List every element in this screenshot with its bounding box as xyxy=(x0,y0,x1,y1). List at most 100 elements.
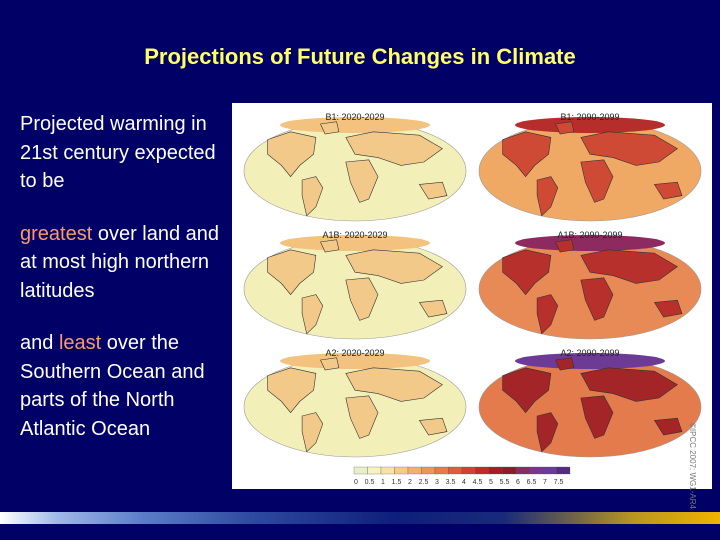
colorbar-swatch xyxy=(515,466,530,475)
map-land xyxy=(418,299,448,318)
map-land xyxy=(653,181,683,200)
colorbar-swatch xyxy=(461,466,476,475)
colorbar-swatch xyxy=(529,466,544,475)
colorbar-swatch xyxy=(475,466,490,475)
map-arctic xyxy=(280,235,430,251)
colorbar-tick: 7.5 xyxy=(554,479,564,486)
map-land xyxy=(320,121,340,135)
climate-projection-figure: B1: 2020-2029 B1: 2090-2099 A1B: 2020-2029… xyxy=(232,103,712,509)
colorbar-tick: 7 xyxy=(543,479,547,486)
highlight-least: least xyxy=(58,332,102,354)
panel-label: B1: 2020-2029 xyxy=(325,112,384,122)
highlight-greatest: greatest xyxy=(20,222,93,245)
colorbar-swatch xyxy=(394,466,409,475)
colorbar-swatch xyxy=(407,466,422,475)
map-land xyxy=(536,176,559,217)
map-arctic xyxy=(515,235,665,251)
map-panel: B1: 2020-2029 xyxy=(243,112,467,222)
colorbar-tick: 1 xyxy=(381,479,385,486)
map-land xyxy=(580,395,614,439)
map-arctic xyxy=(515,117,665,133)
colorbar-tick: 4.5 xyxy=(473,479,483,486)
map-land xyxy=(345,249,443,284)
map-land xyxy=(502,367,552,414)
bullet-1: Projected warming in 21st century expect… xyxy=(20,113,216,192)
bullet-2: greatest over land and at most high nort… xyxy=(20,220,235,306)
colorbar-swatch xyxy=(502,466,517,475)
copyright-text: ©IPCC 2007: WG1-AR4 xyxy=(688,423,697,509)
panel-label: A1B: 2020-2029 xyxy=(322,230,387,240)
map-land xyxy=(301,176,324,217)
map-land xyxy=(555,121,575,135)
map-land xyxy=(580,367,678,402)
bullet-3: and least over the Southern Ocean and pa… xyxy=(20,329,235,443)
colorbar-swatch xyxy=(353,466,368,475)
colorbar-tick: 0.5 xyxy=(365,479,375,486)
colorbar-tick: 6 xyxy=(516,479,520,486)
colorbar-tick: 0 xyxy=(354,479,358,486)
colorbar-tick: 4 xyxy=(462,479,466,486)
map-land xyxy=(580,159,614,203)
bullet-3-rest: over the Southern Ocean and parts of the… xyxy=(20,332,205,440)
bullet-2-rest: over land and at most high northern lati… xyxy=(20,222,220,302)
bullet-3-prefix: and xyxy=(20,332,59,354)
map-land xyxy=(418,417,448,436)
map-panel: B1: 2090-2099 xyxy=(478,112,702,222)
panel-label: A2: 2020-2029 xyxy=(325,348,384,358)
map-panel: A1B: 2090-2099 xyxy=(478,230,702,340)
map-land xyxy=(580,131,678,166)
map-land xyxy=(267,367,317,414)
colorbar-swatch xyxy=(421,466,436,475)
map-land xyxy=(267,249,317,296)
colorbar-swatch xyxy=(488,466,503,475)
map-land xyxy=(555,357,575,371)
map-land xyxy=(301,294,324,335)
decorative-bottom-bar xyxy=(0,512,720,524)
map-land xyxy=(536,294,559,335)
map-land xyxy=(345,395,379,439)
bullet-text: Projected warming in 21st century expect… xyxy=(20,110,235,467)
colorbar-tick: 2.5 xyxy=(419,479,429,486)
colorbar-tick: 5.5 xyxy=(500,479,510,486)
colorbar-tick: 6.5 xyxy=(527,479,537,486)
panel-label: A1B: 2090-2099 xyxy=(557,230,622,240)
map-land xyxy=(653,417,683,436)
map-land xyxy=(345,277,379,321)
colorbar-tick: 2 xyxy=(408,479,412,486)
map-land xyxy=(580,249,678,284)
colorbar-tick: 3 xyxy=(435,479,439,486)
colorbar-swatch xyxy=(380,466,395,475)
map-land xyxy=(653,299,683,318)
map-land xyxy=(345,159,379,203)
map-land xyxy=(345,367,443,402)
map-land xyxy=(345,131,443,166)
map-arctic xyxy=(280,353,430,369)
map-land xyxy=(418,181,448,200)
map-arctic xyxy=(280,117,430,133)
colorbar-swatch xyxy=(434,466,449,475)
map-land xyxy=(301,412,324,453)
panel-label: A2: 2090-2099 xyxy=(560,348,619,358)
map-land xyxy=(502,249,552,296)
colorbar-swatch xyxy=(556,466,571,475)
colorbar-tick: 3.5 xyxy=(446,479,456,486)
slide-title: Projections of Future Changes in Climate xyxy=(144,44,576,69)
map-land xyxy=(555,239,575,253)
map-land xyxy=(320,357,340,371)
warming-maps: B1: 2020-2029 B1: 2090-2099 A1B: 2020-2029… xyxy=(243,112,702,486)
map-land xyxy=(267,131,317,178)
colorbar-swatch xyxy=(448,466,463,475)
map-land xyxy=(502,131,552,178)
map-panel: A2: 2020-2029 xyxy=(243,348,467,458)
map-panel: A2: 2090-2099 xyxy=(478,348,702,458)
map-land xyxy=(536,412,559,453)
map-arctic xyxy=(515,353,665,369)
colorbar-swatch xyxy=(367,466,382,475)
map-land xyxy=(320,239,340,253)
map-land xyxy=(580,277,614,321)
colorbar-tick: 1.5 xyxy=(392,479,402,486)
colorbar-swatch xyxy=(542,466,557,475)
map-panel: A1B: 2020-2029 xyxy=(243,230,467,340)
colorbar-tick: 5 xyxy=(489,479,493,486)
panel-label: B1: 2090-2099 xyxy=(560,112,619,122)
